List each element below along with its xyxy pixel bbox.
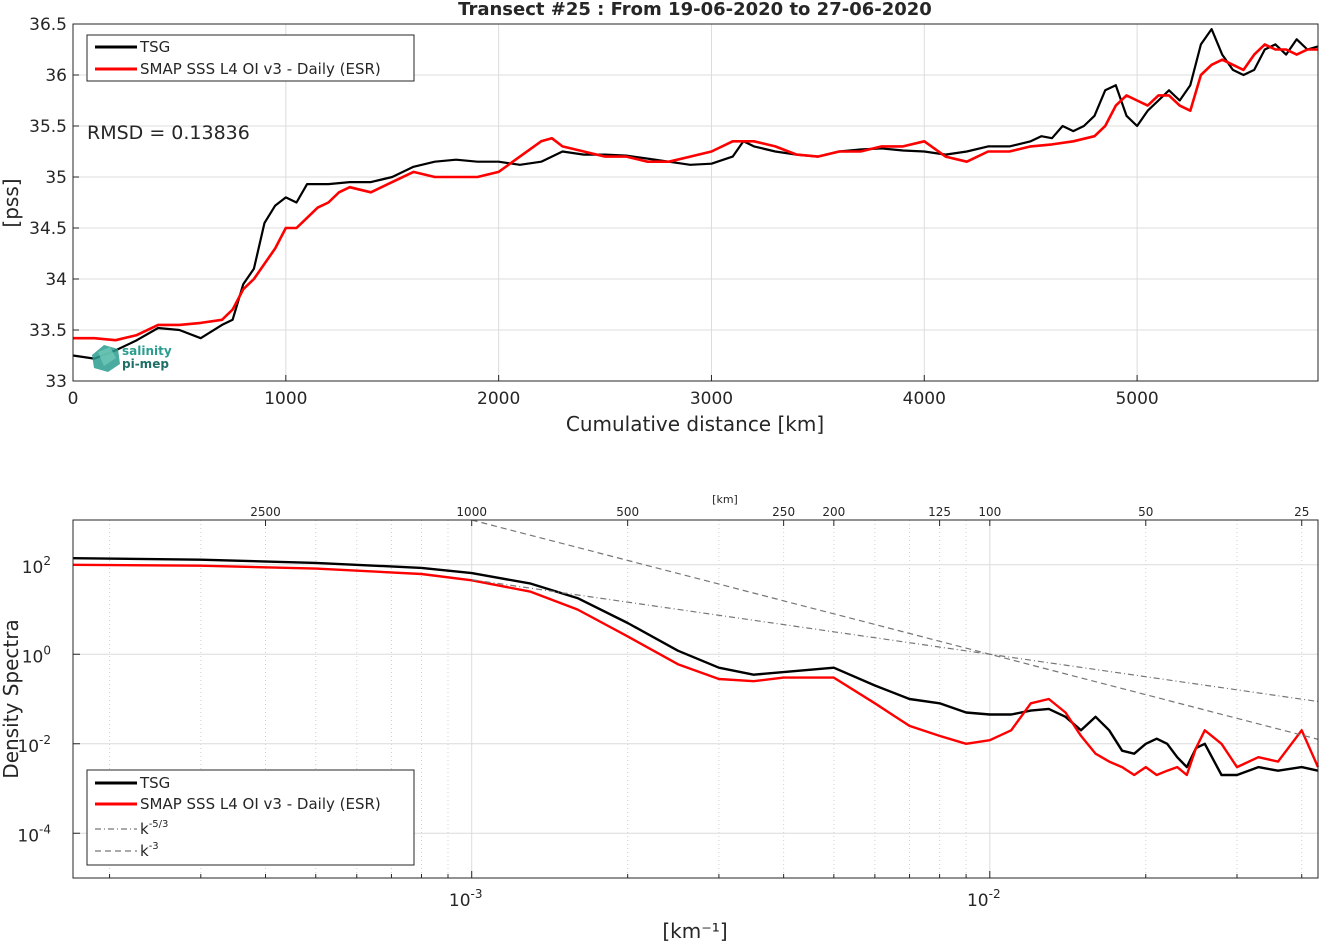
top-x-tick-label: 2000 <box>477 389 520 409</box>
legend2-smap-label: SMAP SSS L4 OI v3 - Daily (ESR) <box>140 795 381 813</box>
top-x-tick-label: 5000 <box>1115 389 1158 409</box>
rmsd-annotation: RMSD = 0.13836 <box>87 122 250 144</box>
legend2-tsg-label: TSG <box>139 774 170 792</box>
top-km-tick-label: 25 <box>1294 505 1309 519</box>
bottom-y-axis-label: Density Spectra <box>0 619 23 778</box>
top-y-tick-label: 35.5 <box>29 117 67 137</box>
top-lines <box>72 28 1319 360</box>
bottom-lines <box>72 519 1320 777</box>
smap-spectrum-line <box>72 563 1320 777</box>
bottom-grid <box>73 520 1318 878</box>
top-x-axis-label: Cumulative distance [km] <box>566 412 824 436</box>
top-ticks: 0 1000 2000 3000 4000 5000 33 33.5 34 34.5 35 35.5 3… <box>29 15 1159 409</box>
bottom-y-tick-label: 100 <box>22 643 51 667</box>
top-km-tick-label: 50 <box>1138 505 1153 519</box>
legend-smap-label: SMAP SSS L4 OI v3 - Daily (ESR) <box>140 60 381 78</box>
k-minus-3-reference-line <box>471 519 1319 740</box>
top-km-tick-label: 200 <box>822 505 845 519</box>
top-y-tick-label: 34 <box>45 270 67 290</box>
tsg-salinity-line <box>72 28 1319 360</box>
bottom-ticks: 10-3 10-2 10-4 10-2 100 102 2500 1000 500 250 200 1… <box>17 505 1309 911</box>
bottom-y-tick-label: 102 <box>22 554 51 578</box>
top-x-tick-label: 3000 <box>690 389 733 409</box>
top-y-axis-label: [pss] <box>0 178 23 227</box>
bottom-y-tick-label: 10-4 <box>17 822 51 846</box>
top-km-tick-label: 500 <box>616 505 639 519</box>
top-grid <box>73 24 1318 381</box>
top-x-tick-label: 4000 <box>903 389 946 409</box>
bottom-legend: TSG SMAP SSS L4 OI v3 - Daily (ESR) k-5/… <box>86 769 415 866</box>
legend2-k53-label: k-5/3 <box>140 819 168 838</box>
top-legend: TSG SMAP SSS L4 OI v3 - Daily (ESR) <box>86 34 415 82</box>
salinity-pimep-logo: salinity pi-mep <box>92 344 172 372</box>
bottom-x-tick-label: 10-2 <box>967 887 1001 911</box>
logo-text-salinity: salinity <box>122 344 172 358</box>
top-km-tick-label: 125 <box>928 505 951 519</box>
legend-tsg-label: TSG <box>139 38 170 56</box>
top-x-tick-label: 0 <box>68 389 79 409</box>
top-y-tick-label: 33.5 <box>29 321 67 341</box>
bottom-x-tick-label: 10-3 <box>449 887 483 911</box>
top-km-tick-label: 100 <box>978 505 1001 519</box>
bottom-plot-frame <box>72 519 1319 879</box>
top-km-axis-label: [km] <box>712 493 738 506</box>
top-plot-frame <box>72 23 1319 382</box>
top-km-tick-label: 2500 <box>250 505 281 519</box>
top-y-tick-label: 36.5 <box>29 15 67 35</box>
top-x-tick-label: 1000 <box>264 389 307 409</box>
legend2-k3-label: k-3 <box>140 841 159 860</box>
top-y-tick-label: 35 <box>45 168 67 188</box>
salinity-transect-chart: Transect #25 : From 19-06-2020 to 27-06-… <box>0 0 1319 436</box>
tsg-spectrum-line <box>72 557 1319 777</box>
top-y-tick-label: 33 <box>45 372 67 392</box>
top-chart-title: Transect #25 : From 19-06-2020 to 27-06-… <box>458 0 932 20</box>
top-y-tick-label: 36 <box>45 66 67 86</box>
smap-salinity-line <box>73 43 1318 342</box>
top-km-tick-label: 1000 <box>456 505 487 519</box>
logo-text-pimep: pi-mep <box>122 357 169 371</box>
bottom-x-axis-label-base: [km⁻¹] <box>662 919 727 942</box>
density-spectra-chart: 10-3 10-2 10-4 10-2 100 102 2500 1000 500 250 200 1… <box>0 493 1320 942</box>
top-y-tick-label: 34.5 <box>29 219 67 239</box>
bottom-y-tick-label: 10-2 <box>17 733 51 757</box>
top-km-tick-label: 250 <box>772 505 795 519</box>
